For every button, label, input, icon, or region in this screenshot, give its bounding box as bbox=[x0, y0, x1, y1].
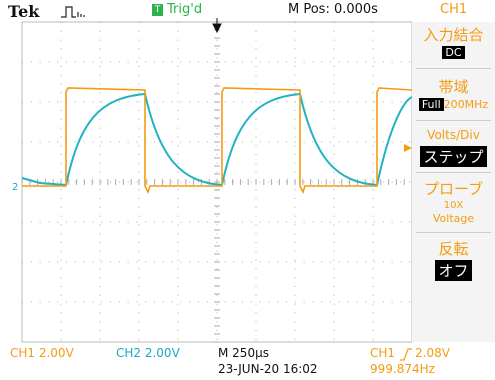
menu-value[interactable]: 10X bbox=[412, 200, 495, 211]
separator bbox=[416, 172, 491, 173]
datetime: 23-JUN-20 16:02 bbox=[218, 362, 318, 376]
trigger-level: 2.08V bbox=[415, 346, 450, 360]
menu-value[interactable]: ステップ bbox=[420, 146, 486, 167]
graticule: 2 bbox=[0, 0, 412, 345]
menu-title[interactable]: 反転 bbox=[412, 238, 495, 259]
menu-title[interactable]: プローブ bbox=[412, 178, 495, 199]
menu-title[interactable]: 入力結合 bbox=[412, 24, 495, 45]
ch2-scale: CH2 2.00V bbox=[116, 346, 180, 360]
scope-screen: {"header": {"brand": "Tek", "trigger_bad… bbox=[0, 0, 495, 380]
menu-title[interactable]: 帯域 bbox=[412, 76, 495, 97]
trigger-source: CH1 bbox=[370, 346, 395, 360]
menu-value[interactable]: Full bbox=[419, 98, 444, 111]
frequency: 999.874Hz bbox=[370, 362, 435, 376]
ch2-marker: 2 bbox=[12, 182, 18, 193]
menu-detail: 200MHz bbox=[444, 98, 489, 111]
separator bbox=[416, 232, 491, 233]
ch1-scale: CH1 2.00V bbox=[10, 346, 74, 360]
menu-detail: Voltage bbox=[412, 212, 495, 225]
separator bbox=[416, 120, 491, 121]
timebase: M 250µs bbox=[218, 346, 269, 360]
channel: CH1 bbox=[440, 2, 467, 17]
menu-title[interactable]: Volts/Div bbox=[412, 128, 495, 142]
menu-value[interactable]: オフ bbox=[435, 260, 471, 281]
separator bbox=[416, 68, 491, 69]
menu-value[interactable]: DC bbox=[442, 46, 464, 59]
slope-icon bbox=[399, 348, 413, 361]
